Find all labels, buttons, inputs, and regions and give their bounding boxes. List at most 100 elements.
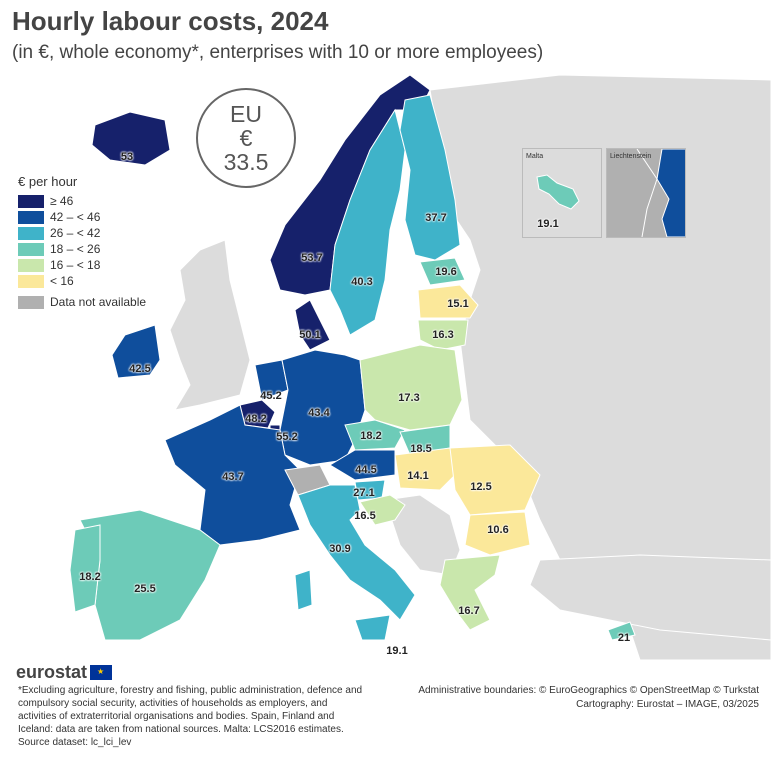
inset-malta: Malta 19.1 [522,148,602,238]
label-slovenia: 27.1 [353,487,375,499]
label-malta-main: 19.1 [386,645,408,657]
country-germany [279,349,366,466]
label-poland: 17.3 [398,392,420,404]
label-norway: 53.7 [301,252,323,264]
label-lithuania: 16.3 [432,329,454,341]
label-cyprus: 21 [617,632,631,644]
footnote-text: *Excluding agriculture, forestry and fis… [18,685,363,735]
country-croatia [359,494,406,526]
source-dataset: Source dataset: lc_lci_lev [18,737,132,748]
label-france: 43.7 [222,471,244,483]
country-bulgaria [464,511,531,556]
legend-label: 18 – < 26 [50,242,101,256]
country-sicily [354,614,391,641]
land-uk [169,239,251,411]
country-lithuania [417,319,469,351]
legend-row: ≥ 46 [18,193,146,209]
label-finland: 37.7 [425,212,447,224]
legend-swatch [18,194,44,208]
country-romania [449,444,541,516]
legend-title: € per hour [18,174,78,189]
legend-swatch-na [18,295,44,309]
country-france [164,404,301,546]
inset-liechtenstein-map [607,149,685,237]
country-hungary [394,447,461,491]
label-luxembourg: 55.2 [276,431,298,443]
label-austria: 44.5 [355,464,377,476]
country-denmark [294,299,331,351]
legend-swatch [18,210,44,224]
legend-swatch [18,274,44,288]
eurostat-logo: eurostat [16,662,113,683]
label-italy: 30.9 [329,543,351,555]
label-greece: 16.7 [458,605,480,617]
country-czechia [344,419,406,451]
label-bulgaria: 10.6 [487,524,509,536]
label-belgium: 48.2 [245,413,267,425]
label-czechia: 18.2 [360,430,382,442]
legend-row: 16 – < 18 [18,257,146,273]
legend-label: 42 – < 46 [50,210,101,224]
label-iceland: 53 [120,151,134,163]
legend-label: 16 – < 18 [50,258,101,272]
legend-label-na: Data not available [50,295,147,309]
legend-classes: ≥ 46 42 – < 46 26 – < 42 18 – < 26 16 – < 18… [18,193,146,289]
inset-malta-label: Malta [526,153,544,160]
legend-row-na: Data not available [18,294,146,310]
country-iceland [91,111,171,166]
label-netherlands: 45.2 [260,390,282,402]
inset-malta-map [536,174,580,210]
credits-boundaries: Administrative boundaries: © EuroGeograp… [418,685,759,696]
legend: € per hour ≥ 46 42 – < 46 26 – < 42 18 – < … [18,174,146,310]
country-estonia [419,257,466,286]
label-germany: 43.4 [308,407,330,419]
liechtenstein-area [656,149,685,237]
inset-liechtenstein-label: Liechtenstein [610,153,652,160]
legend-row: 18 – < 26 [18,241,146,257]
eu-flag-icon [90,665,113,680]
country-italy [297,484,416,621]
legend-label: < 16 [50,274,74,288]
legend-swatch [18,226,44,240]
legend-label: ≥ 46 [50,194,74,208]
legend-swatch [18,258,44,272]
eu-badge-label: EU [230,101,262,127]
country-greece [439,554,501,631]
eu-badge-value: 33.5 [223,149,269,175]
country-cyprus [607,621,636,641]
label-latvia: 15.1 [447,298,469,310]
label-estonia: 19.6 [435,266,457,278]
euro-symbol: € [239,125,253,151]
legend-row: 26 – < 42 [18,225,146,241]
label-denmark: 50.1 [299,329,321,341]
map-title: Hourly labour costs, 2024 [12,6,329,36]
country-sardinia [294,569,313,611]
label-ireland: 42.5 [129,363,151,375]
credits-cartography: Cartography: Eurostat – IMAGE, 03/2025 [576,699,759,710]
label-spain: 25.5 [134,583,156,595]
map-subtitle: (in €, whole economy*, enterprises with … [12,42,544,63]
country-poland [359,344,463,431]
legend-label: 26 – < 42 [50,226,101,240]
legend-row: < 16 [18,273,146,289]
label-portugal: 18.2 [79,571,101,583]
country-ireland [111,324,161,379]
eu-average-badge: EU € 33.5 [196,88,296,188]
credits: Administrative boundaries: © EuroGeograp… [418,684,759,712]
country-portugal [69,524,101,613]
label-croatia: 16.5 [354,510,376,522]
label-slovakia: 18.5 [410,443,432,455]
inset-malta-value: 19.1 [537,218,559,230]
label-sweden: 40.3 [351,276,373,288]
land-turkey [529,554,771,641]
label-romania: 12.5 [470,481,492,493]
country-sweden [329,108,406,336]
country-latvia [417,284,479,319]
legend-row: 42 – < 46 [18,209,146,225]
malta-island [536,174,580,210]
country-austria [329,449,396,481]
label-hungary: 14.1 [407,470,429,482]
logo-text: eurostat [16,662,88,682]
inset-liechtenstein: Liechtenstein [606,148,686,238]
legend-swatch [18,242,44,256]
